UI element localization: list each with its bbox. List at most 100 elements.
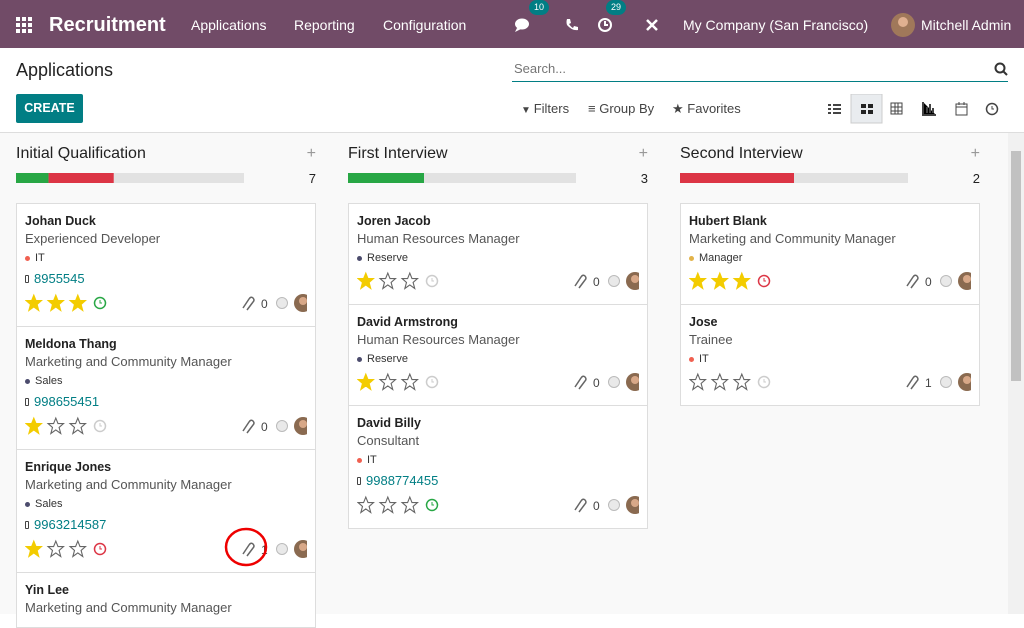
activity-hand [431,278,434,282]
kanban-view[interactable] [850,94,883,124]
priority-star[interactable] [710,271,729,290]
progress-segment [680,173,794,183]
card-footer-icons: 1 [689,372,971,391]
applicant-card[interactable]: Jose Trainee IT 1 [680,304,980,406]
activity-icon[interactable] [597,17,613,33]
activity-view[interactable] [985,102,999,116]
priority-star[interactable] [46,539,65,558]
priority-star[interactable] [400,271,419,290]
applicant-card[interactable]: Yin Lee Marketing and Community Manager [16,572,316,628]
app-name[interactable]: Recruitment [49,14,166,36]
create-button[interactable]: CREATE [16,94,83,123]
user-name[interactable]: Mitchell Admin [921,17,1012,33]
menu[interactable]: Applications [191,17,267,33]
card-footer-icons: 0 [357,495,639,514]
priority-star[interactable] [68,416,87,435]
activity-status[interactable] [93,542,107,556]
pivot-view[interactable] [890,102,903,115]
debug-icon[interactable] [645,18,659,32]
kanban-state[interactable] [276,297,288,309]
tag-dot [25,378,30,384]
filters-button[interactable]: ▼ Filters [521,101,570,116]
priority-star[interactable] [378,372,397,391]
priority-star[interactable] [378,495,397,514]
priority-star[interactable] [46,416,65,435]
progress-bar [16,173,244,183]
activity-hand [99,423,102,427]
activity-status[interactable] [757,274,771,288]
card-footer: 0 [25,413,307,439]
tag-label: Sales [35,498,63,510]
priority-star[interactable] [710,372,729,391]
tag: Manager [689,248,971,268]
priority-star[interactable] [689,271,707,290]
tag-dot [689,255,694,261]
column-add[interactable]: + [970,145,980,162]
priority-star[interactable] [400,372,419,391]
activity-status[interactable] [93,419,107,433]
priority-star[interactable] [25,416,43,435]
applicant-card[interactable]: Joren Jacob Human Resources Manager Reserv… [348,203,648,305]
company[interactable]: My Company (San Francisco) [683,17,869,33]
calendar-view[interactable] [955,102,968,116]
priority-star[interactable] [46,293,65,312]
applicant-card[interactable]: Meldona Thang Marketing and Community Man… [16,326,316,450]
priority-star[interactable] [68,539,87,558]
job-title: Marketing and Community Manager [25,354,232,369]
priority-star[interactable] [732,271,751,290]
activity-hand [763,379,766,383]
priority-star[interactable] [357,271,375,290]
kanban-state[interactable] [276,543,288,555]
activity-status[interactable] [425,375,439,389]
phone-icon [357,477,361,485]
applicant-card[interactable]: Johan Duck Experienced Developer IT 8955545… [16,203,316,327]
menu[interactable]: Configuration [383,17,467,33]
activity-status[interactable] [93,296,107,310]
search-icon[interactable] [994,62,1008,76]
applicant-card[interactable]: Enrique Jones Marketing and Community Man… [16,449,316,573]
card-footer-icons: 0 [689,271,971,290]
list-view[interactable] [828,104,841,114]
assignee-face [299,297,307,305]
priority-star[interactable] [25,539,43,558]
kanban-state[interactable] [608,275,620,287]
graph-view[interactable] [922,102,936,116]
card-footer: 0 [357,369,639,395]
applicant-name: David Armstrong [357,315,458,329]
activity-status[interactable] [757,375,771,389]
applicant-name: Enrique Jones [25,460,112,474]
messages-icon[interactable] [514,17,532,33]
priority-star[interactable] [68,293,87,312]
priority-star[interactable] [357,372,375,391]
priority-star[interactable] [25,293,43,312]
kanban-column: First Interview +3 Joren Jacob Human Resour… [348,133,648,529]
kanban-state[interactable] [608,499,620,511]
column-add[interactable]: + [306,145,316,162]
phone-icon [25,398,29,406]
priority-star[interactable] [732,372,751,391]
applicant-card[interactable]: David Billy Consultant IT 9988774455 0 [348,405,648,529]
favorites-button[interactable]: ★ Favorites [672,101,741,116]
tag: IT [357,450,639,470]
phone-icon[interactable] [565,18,579,32]
group-by-button[interactable]: ≡ Group By [588,101,655,116]
apps-icon[interactable] [16,17,32,33]
search-input[interactable] [512,56,1008,82]
priority-star[interactable] [378,271,397,290]
applicant-card[interactable]: Hubert Blank Marketing and Community Mana… [680,203,980,305]
kanban-state[interactable] [940,376,952,388]
user-avatar[interactable] [890,12,916,38]
tag-dot [689,356,694,362]
column-add[interactable]: + [638,145,648,162]
kanban-state[interactable] [608,376,620,388]
priority-star[interactable] [689,372,707,391]
menu[interactable]: Reporting [294,17,355,33]
attachment-icon [574,375,587,390]
applicant-card[interactable]: David Armstrong Human Resources Manager Re… [348,304,648,406]
kanban-state[interactable] [940,275,952,287]
priority-star[interactable] [357,495,375,514]
activity-status[interactable] [425,274,439,288]
activity-status[interactable] [425,498,439,512]
priority-star[interactable] [400,495,419,514]
kanban-state[interactable] [276,420,288,432]
